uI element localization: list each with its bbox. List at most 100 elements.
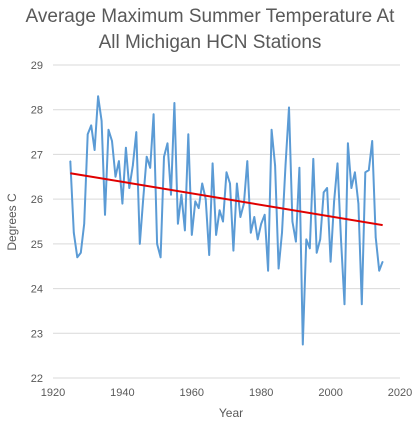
data-point (367, 169, 370, 171)
data-point (121, 202, 124, 205)
data-point (125, 146, 127, 149)
data-point (201, 182, 204, 185)
data-point (194, 200, 197, 203)
trend-line (70, 172, 383, 227)
y-tick-label: 22 (31, 373, 43, 385)
data-point (79, 252, 82, 254)
y-tick-label: 23 (31, 328, 43, 340)
data-point (83, 222, 86, 225)
data-point (305, 238, 308, 241)
data-point (163, 155, 165, 158)
data-point (312, 158, 315, 160)
y-tick-label: 25 (31, 239, 43, 251)
y-axis-title: Degrees C (5, 193, 19, 251)
data-point (322, 191, 325, 194)
data-point (86, 133, 89, 136)
gridlines (53, 64, 400, 379)
data-point (274, 164, 276, 167)
data-point (361, 303, 363, 306)
data-point (354, 171, 356, 174)
data-point (197, 207, 200, 209)
data-point (149, 167, 151, 169)
data-point (249, 231, 252, 234)
data-point (364, 171, 367, 174)
data-point (76, 256, 79, 259)
data-point (236, 182, 238, 185)
data-point (104, 213, 106, 216)
data-point (371, 140, 374, 142)
data-point (288, 106, 290, 109)
y-tick-label: 26 (31, 194, 43, 206)
data-point (225, 171, 228, 174)
data-point (295, 240, 297, 243)
data-point (256, 238, 259, 241)
data-point (333, 200, 335, 203)
data-point (308, 247, 311, 250)
data-point (222, 220, 224, 223)
x-tick-label: 1980 (249, 387, 273, 399)
data-point (208, 254, 210, 256)
chart-title-line-1: Average Maximum Summer Temperature At (25, 6, 395, 27)
data-point (159, 256, 162, 259)
data-point (270, 129, 273, 131)
data-point (284, 164, 287, 167)
data-point (291, 220, 294, 223)
data-point (357, 202, 360, 205)
data-point (191, 234, 193, 236)
x-tick-label: 1920 (41, 387, 65, 399)
temperature-data-points (69, 95, 384, 346)
data-point (329, 260, 332, 263)
data-point (132, 164, 134, 167)
data-point (215, 234, 217, 236)
data-point (319, 238, 321, 241)
data-point (239, 216, 242, 218)
data-point (378, 269, 380, 272)
data-point (350, 187, 353, 189)
temperature-series-line (69, 95, 384, 346)
data-point (302, 343, 304, 346)
data-point (173, 102, 176, 104)
data-point (107, 129, 110, 131)
data-point (166, 142, 169, 145)
data-point (135, 131, 138, 133)
data-point (204, 198, 207, 200)
x-tick-label: 2020 (388, 387, 412, 399)
data-point (73, 231, 75, 234)
data-point (187, 133, 190, 136)
data-point (90, 124, 92, 127)
data-point (343, 303, 346, 306)
data-point (263, 213, 266, 216)
data-point (246, 160, 249, 162)
data-point (145, 155, 148, 158)
data-point (347, 142, 349, 145)
data-point (253, 216, 256, 218)
chart-title: Average Maximum Summer Temperature At Al… (0, 4, 420, 56)
x-tick-label: 1960 (180, 387, 204, 399)
data-point (281, 231, 283, 234)
data-point (114, 175, 117, 178)
data-point (97, 95, 99, 98)
x-tick-labels: 1920 1940 1960 1980 2000 2020 (41, 387, 412, 399)
data-point (267, 269, 269, 272)
data-point (229, 182, 231, 185)
y-tick-labels: 22 23 24 25 26 27 28 29 (31, 60, 43, 385)
data-point (69, 160, 72, 162)
data-point (118, 160, 120, 162)
data-point (260, 222, 263, 225)
data-point (211, 162, 214, 165)
data-point (374, 236, 377, 238)
data-point (156, 243, 158, 245)
data-point (100, 120, 103, 122)
data-point (184, 229, 186, 232)
data-point (138, 243, 141, 245)
data-point (336, 162, 339, 165)
data-point (340, 238, 342, 241)
data-point (142, 198, 145, 200)
y-tick-label: 28 (31, 105, 43, 117)
data-point (180, 193, 183, 196)
y-tick-label: 24 (31, 284, 43, 296)
data-point (326, 187, 328, 189)
data-point (298, 167, 301, 169)
